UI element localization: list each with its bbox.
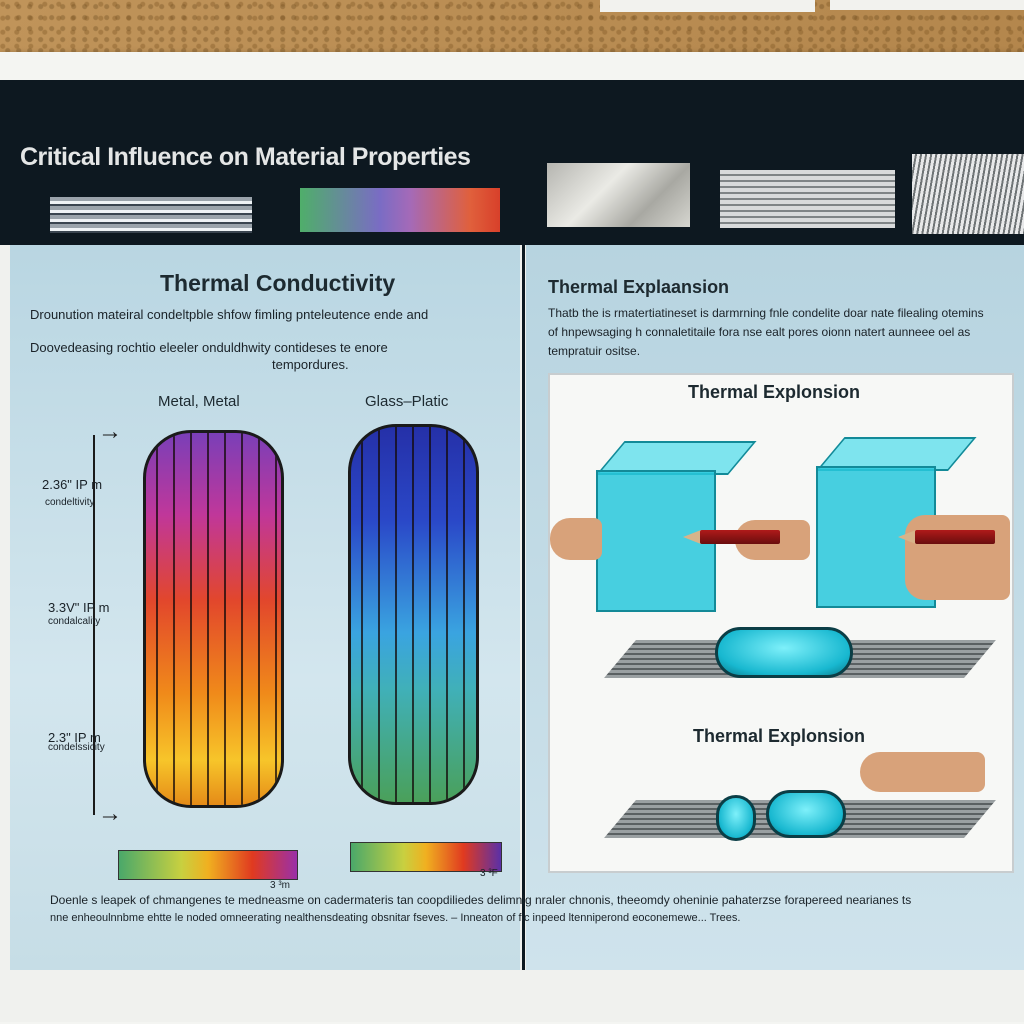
expansion-text-line: Thatb the is rmatertiatineset is darmrni… — [548, 306, 984, 320]
pencil-tip — [683, 530, 701, 544]
axis-value-label: 2.36" IP m — [42, 477, 103, 492]
glass-plastic-label: Glass–Platic — [365, 393, 449, 410]
metal-label: Metal, Metal — [158, 393, 240, 410]
scale-end-label: 3 ³m — [270, 880, 290, 891]
conductivity-text-line: Drounution mateiral condeltpble shfow fi… — [30, 307, 429, 322]
hand-illustration — [860, 752, 985, 792]
pencil-icon — [915, 530, 995, 544]
diagram-title: Thermal Explonsion — [688, 382, 861, 402]
footer-text-line: Doenle s leapek of chmangenes te medneas… — [50, 893, 912, 907]
expansion-text-line: of hnpewsaging h connaletitaile fora nse… — [548, 325, 971, 339]
expanded-capsule — [766, 790, 846, 838]
axis-value-label: 2.3" IP m — [48, 730, 101, 745]
poster-title: Critical Influence on Material Propertie… — [20, 143, 471, 171]
panel-divider — [522, 80, 525, 970]
hand-illustration — [905, 515, 1010, 600]
color-gradient-sample — [300, 188, 500, 232]
glass-heat-bar — [348, 424, 479, 805]
expansion-text-line: tempratuir ositse. — [548, 344, 641, 358]
metal-color-scale — [118, 850, 298, 880]
conductivity-text-line: tempordures. — [272, 357, 349, 372]
axis-value-label: 3.3V" IP m — [48, 600, 110, 615]
conductivity-text-line: Doovedeasing rochtio eleeler onduldhwity… — [30, 340, 388, 355]
conductivity-heading: Thermal Conductivity — [160, 270, 396, 296]
arrow-right-icon: → — [98, 800, 122, 827]
foil-swatch — [547, 163, 690, 227]
arrow-right-icon: → — [98, 418, 122, 445]
pinned-paper-edge — [830, 0, 1024, 10]
axis-caption: condelssicity — [48, 742, 105, 753]
diagram-title: Thermal Explonsion — [693, 726, 866, 746]
metal-heat-bar — [143, 430, 284, 808]
metal-strip-sample — [50, 197, 252, 233]
temperature-axis — [93, 435, 95, 815]
scale-end-label: 3 ³F — [480, 868, 498, 879]
hand-illustration — [550, 518, 602, 560]
textured-metal-swatch — [912, 154, 1024, 234]
pencil-tip — [898, 530, 916, 544]
footer-text-line: nne enheoulnnbme ehtte le noded omneerat… — [50, 912, 741, 924]
expanding-capsule — [715, 627, 853, 678]
expansion-heading: Thermal Explaansion — [548, 277, 730, 297]
pinned-paper-edge — [600, 0, 815, 12]
small-capsule — [716, 795, 756, 841]
ribbed-metal-swatch — [720, 170, 895, 228]
axis-caption: condalcality — [48, 616, 101, 627]
pencil-icon — [700, 530, 780, 544]
axis-caption: condeltivity — [45, 497, 95, 508]
glass-color-scale — [350, 842, 502, 872]
